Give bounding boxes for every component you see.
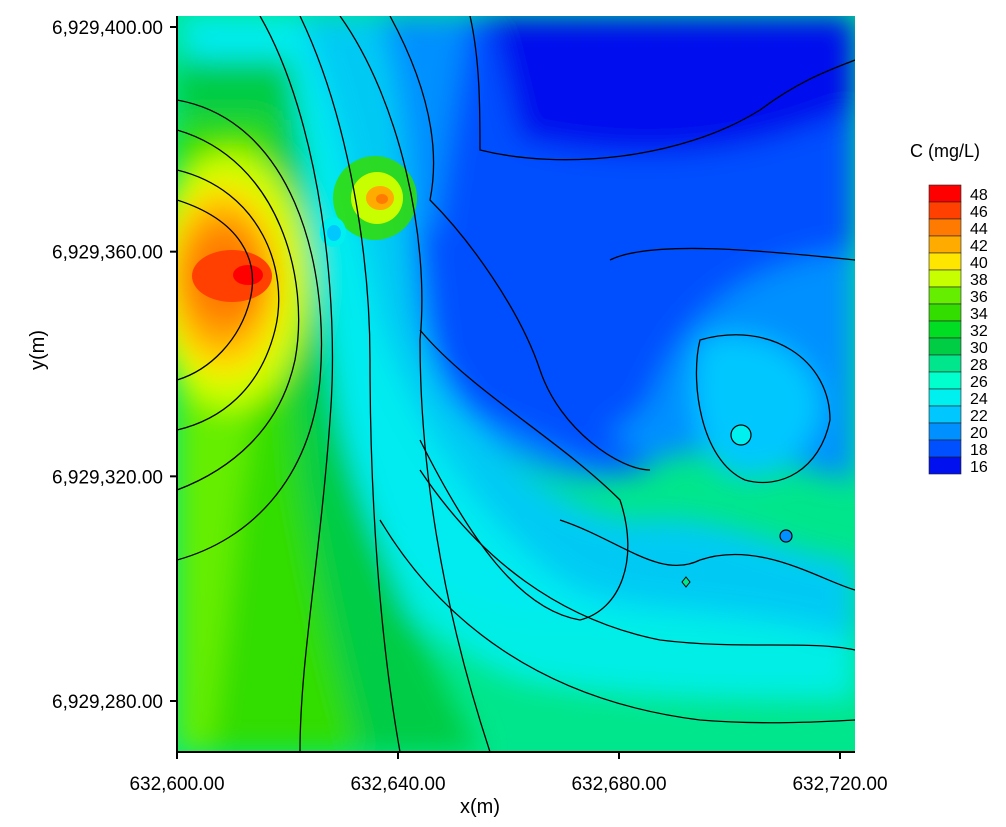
contour-field [177,16,855,752]
colorbar-label: 44 [970,221,988,238]
colorbar-label: 16 [970,459,988,476]
colorbar-label: 36 [970,289,988,306]
colorbar-label: 18 [970,442,988,459]
colorbar-swatch [928,439,962,458]
colorbar-label: 20 [970,425,988,442]
colorbar-swatch [928,422,962,441]
colorbar-label: 46 [970,204,988,221]
colorbar-swatch [928,303,962,322]
colorbar-swatch [928,388,962,407]
colorbar-label: 32 [970,323,988,340]
colorbar-swatch [928,184,962,203]
y-tick-label: 6,929,400.00 [52,18,163,39]
colorbar-label: 38 [970,272,988,289]
colorbar-label: 28 [970,357,988,374]
colorbar-swatch [928,201,962,220]
colorbar-swatch [928,354,962,373]
y-tick-label: 6,929,320.00 [52,467,163,488]
x-tick-label: 632,720.00 [792,774,887,795]
colorbar-label: 22 [970,408,988,425]
colorbar-swatch [928,405,962,424]
y-tick-label: 6,929,360.00 [52,243,163,264]
x-tick-label: 632,600.00 [129,774,224,795]
colorbar-swatch [928,252,962,271]
colorbar-swatch [928,456,962,475]
x-tick-label: 632,640.00 [350,774,445,795]
colorbar-label: 40 [970,255,988,272]
y-tick-label: 6,929,280.00 [52,692,163,713]
colorbar-swatch [928,371,962,390]
colorbar-label: 24 [970,391,988,408]
x-axis-title: x(m) [460,796,500,818]
colorbar-swatch [928,218,962,237]
colorbar-label: 30 [970,340,988,357]
colorbar-swatch [928,286,962,305]
colorbar-label: 26 [970,374,988,391]
colorbar-swatch [928,337,962,356]
colorbar-label: 48 [970,187,988,204]
colorbar-swatch [928,235,962,254]
x-tick-label: 632,680.00 [571,774,666,795]
colorbar-label: 42 [970,238,988,255]
colorbar-title: C (mg/L) [910,141,980,161]
colorbar-label: 34 [970,306,988,323]
y-axis-title: y(m) [27,330,49,370]
colorbar-swatch [928,320,962,339]
colorbar-swatch [928,269,962,288]
